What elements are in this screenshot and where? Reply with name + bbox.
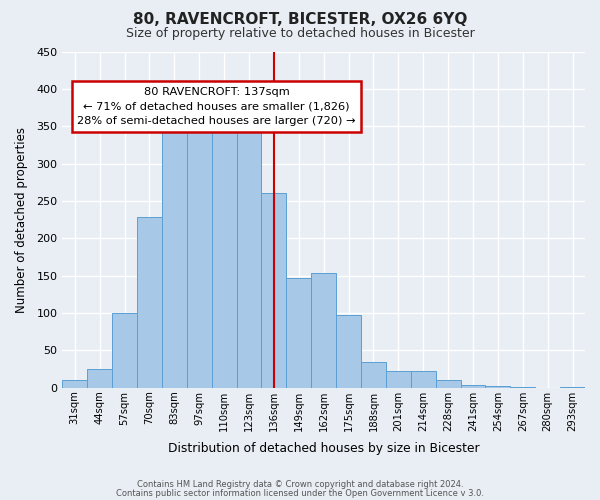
Bar <box>511 387 535 388</box>
Text: 80, RAVENCROFT, BICESTER, OX26 6YQ: 80, RAVENCROFT, BICESTER, OX26 6YQ <box>133 12 467 28</box>
Bar <box>411 372 436 388</box>
Bar <box>560 387 585 388</box>
Bar <box>137 218 162 388</box>
Text: Size of property relative to detached houses in Bicester: Size of property relative to detached ho… <box>125 28 475 40</box>
Bar <box>212 108 236 388</box>
Bar <box>336 316 361 388</box>
Bar <box>112 313 137 388</box>
Bar <box>262 194 286 388</box>
Text: Contains public sector information licensed under the Open Government Licence v : Contains public sector information licen… <box>116 489 484 498</box>
Bar <box>187 112 212 388</box>
Bar <box>162 115 187 388</box>
X-axis label: Distribution of detached houses by size in Bicester: Distribution of detached houses by size … <box>168 442 479 455</box>
Bar <box>361 362 386 388</box>
Bar <box>436 380 461 388</box>
Bar <box>311 274 336 388</box>
Y-axis label: Number of detached properties: Number of detached properties <box>15 126 28 312</box>
Text: 80 RAVENCROFT: 137sqm
← 71% of detached houses are smaller (1,826)
28% of semi-d: 80 RAVENCROFT: 137sqm ← 71% of detached … <box>77 87 356 126</box>
Text: Contains HM Land Registry data © Crown copyright and database right 2024.: Contains HM Land Registry data © Crown c… <box>137 480 463 489</box>
Bar <box>386 372 411 388</box>
Bar <box>87 369 112 388</box>
Bar <box>286 278 311 388</box>
Bar <box>62 380 87 388</box>
Bar <box>236 122 262 388</box>
Bar <box>461 384 485 388</box>
Bar <box>485 386 511 388</box>
